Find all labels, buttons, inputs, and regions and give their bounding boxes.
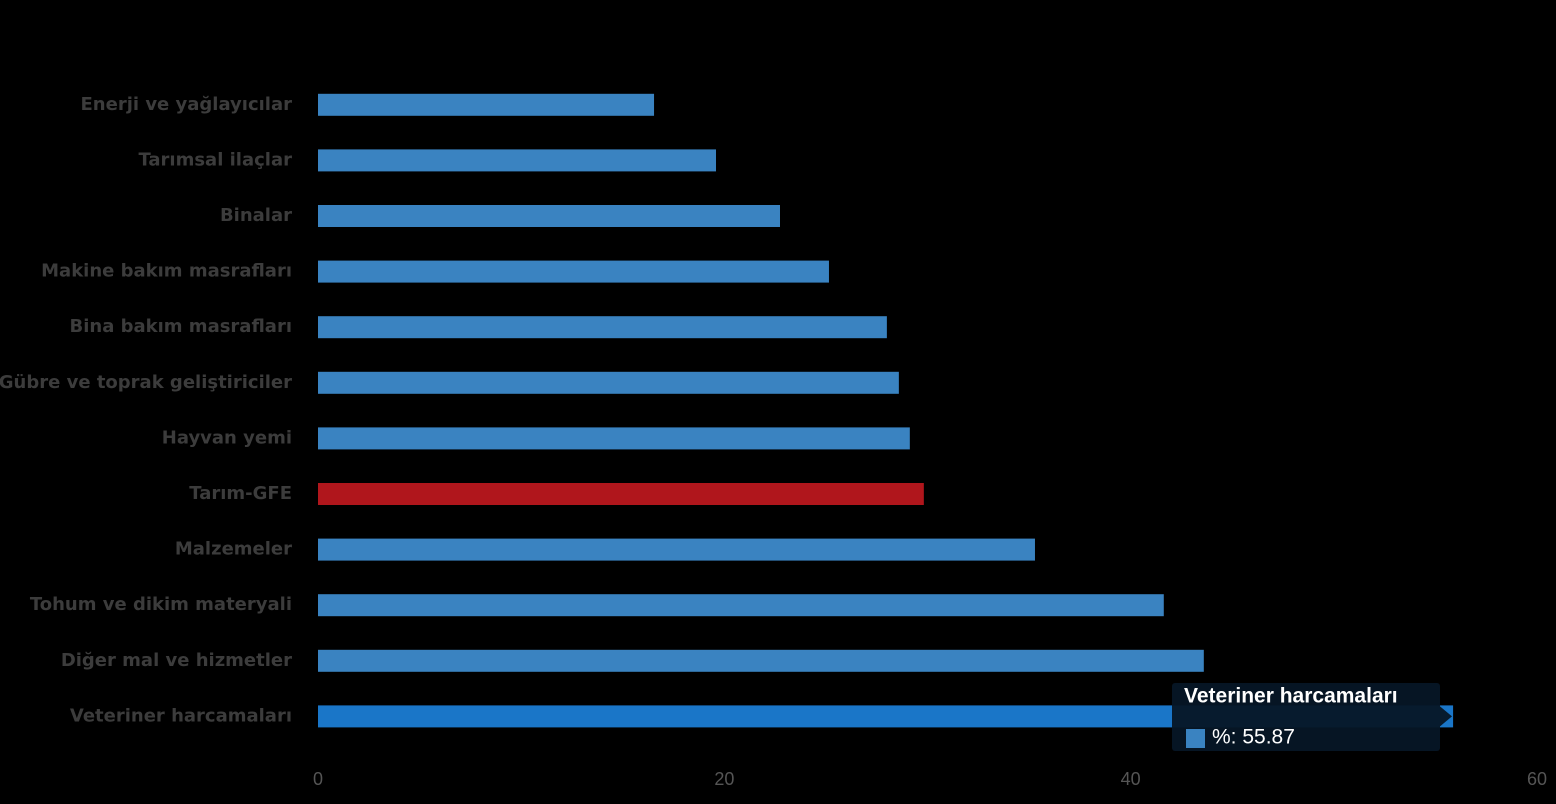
bar [318,316,887,339]
bar [318,260,829,283]
y-tick-label: Hayvan yemi [162,427,292,448]
bar [318,538,1035,561]
y-tick-label: Diğer mal ve hizmetler [61,650,292,671]
x-tick-label: 20 [714,769,734,789]
tooltip: Veteriner harcamaları %: 55.87 [1172,683,1452,751]
y-tick-label: Tohum ve dikim materyali [30,594,292,615]
tooltip-label: %: 55.87 [1212,726,1295,749]
x-tick-label: 40 [1121,769,1141,789]
bar [318,427,910,450]
y-tick-label: Malzemeler [175,539,292,560]
bar [318,705,1454,728]
y-tick-label: Tarımsal ilaçlar [138,149,292,170]
y-tick-label: Binalar [220,205,292,226]
bar [318,371,899,394]
tooltip-pointer [1440,706,1452,727]
bar [318,649,1204,672]
y-tick-label: Makine bakım masrafları [41,261,292,282]
y-tick-label: Enerji ve yağlayıcılar [81,94,293,115]
y-tick-label: Gübre ve toprak geliştiriciler [0,372,292,393]
x-tick-label: 60 [1527,769,1547,789]
bar [318,205,781,227]
tooltip-title: Veteriner harcamaları [1184,685,1398,708]
tooltip-swatch [1186,729,1205,748]
bar [318,594,1164,617]
y-tick-label: Tarım-GFE [189,483,292,504]
bar [318,149,717,172]
y-tick-label: Veteriner harcamaları [70,705,292,726]
tooltip-box [1172,683,1440,751]
x-tick-label: 0 [313,769,323,789]
bar [318,93,655,116]
bar [318,483,924,505]
y-tick-label: Bina bakım masrafları [70,316,293,337]
